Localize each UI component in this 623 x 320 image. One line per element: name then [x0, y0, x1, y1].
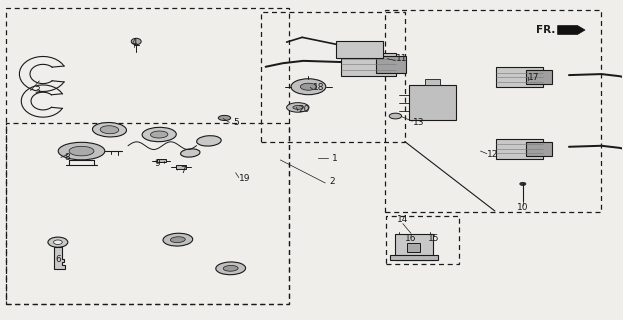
Text: 16: 16 — [405, 234, 417, 243]
Text: 4: 4 — [131, 38, 137, 47]
Ellipse shape — [223, 266, 238, 271]
Text: 3: 3 — [34, 86, 40, 95]
Ellipse shape — [163, 233, 193, 246]
Bar — [260, 12, 405, 141]
Bar — [386, 216, 459, 264]
Text: 10: 10 — [517, 203, 528, 212]
Ellipse shape — [100, 126, 119, 134]
Ellipse shape — [171, 237, 185, 243]
Text: 5: 5 — [233, 118, 239, 127]
Ellipse shape — [92, 123, 126, 137]
Bar — [336, 42, 383, 58]
Ellipse shape — [181, 149, 200, 157]
Ellipse shape — [131, 38, 141, 45]
Ellipse shape — [218, 116, 231, 121]
Text: 13: 13 — [412, 118, 424, 127]
Bar — [407, 243, 421, 252]
Ellipse shape — [293, 106, 303, 109]
Bar — [426, 79, 440, 85]
Bar — [376, 56, 406, 73]
Circle shape — [54, 240, 62, 244]
Bar — [385, 10, 601, 212]
Ellipse shape — [69, 146, 94, 156]
Ellipse shape — [520, 182, 526, 186]
Bar — [396, 234, 433, 260]
Text: 20: 20 — [298, 105, 310, 114]
Text: FR.: FR. — [536, 25, 555, 35]
Text: 7: 7 — [181, 166, 186, 175]
Bar — [156, 159, 166, 162]
Ellipse shape — [58, 142, 105, 160]
Bar — [6, 123, 288, 304]
Polygon shape — [54, 247, 65, 269]
Text: 6: 6 — [55, 255, 61, 264]
Text: 9: 9 — [155, 159, 160, 168]
Bar — [409, 85, 456, 120]
Ellipse shape — [300, 83, 316, 90]
Bar — [341, 52, 396, 76]
Text: 15: 15 — [428, 234, 440, 243]
Bar — [6, 8, 288, 304]
Circle shape — [48, 237, 68, 247]
Ellipse shape — [216, 262, 245, 275]
Text: 2: 2 — [329, 177, 335, 186]
Text: 18: 18 — [313, 83, 325, 92]
Ellipse shape — [197, 136, 221, 146]
Ellipse shape — [142, 127, 176, 142]
Ellipse shape — [291, 79, 326, 95]
Bar — [526, 70, 553, 84]
Text: 1: 1 — [332, 154, 338, 163]
Ellipse shape — [287, 103, 309, 112]
Text: 14: 14 — [397, 215, 409, 224]
Bar — [496, 139, 543, 159]
Bar — [176, 165, 186, 169]
Bar — [391, 255, 438, 260]
Text: 19: 19 — [239, 174, 250, 183]
Text: 17: 17 — [528, 73, 540, 82]
Text: 8: 8 — [64, 153, 70, 162]
Ellipse shape — [389, 113, 402, 119]
Bar — [526, 142, 553, 156]
Ellipse shape — [151, 131, 168, 138]
Polygon shape — [558, 26, 585, 35]
Bar — [496, 67, 543, 87]
Text: 11: 11 — [396, 54, 407, 63]
Text: 12: 12 — [487, 150, 498, 159]
